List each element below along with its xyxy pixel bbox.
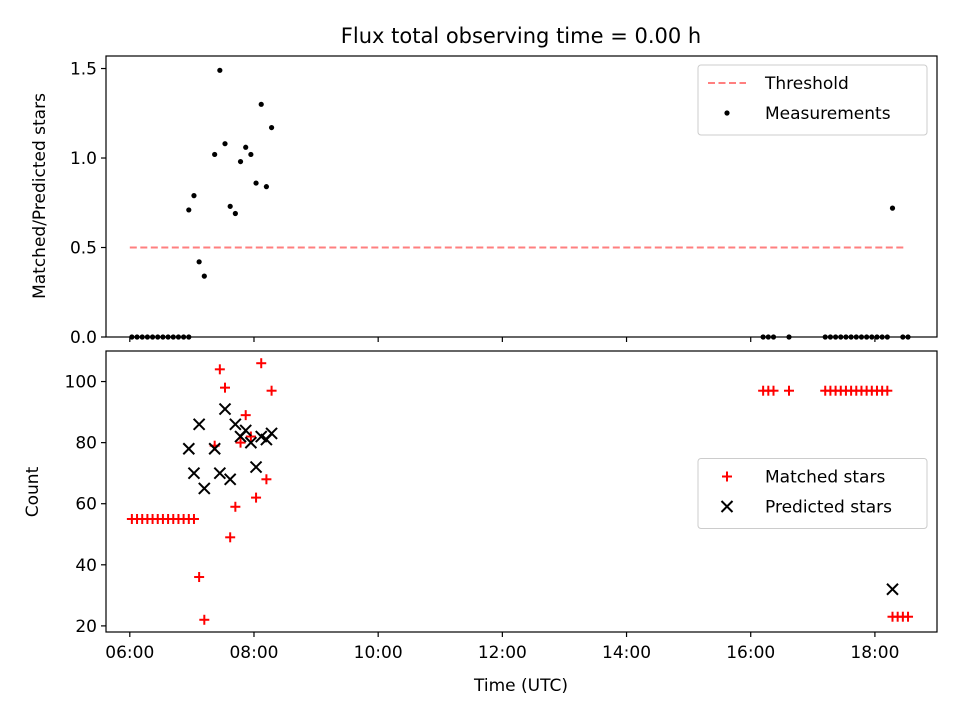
predicted-stars-point	[218, 402, 232, 416]
matched-stars-point	[903, 611, 914, 622]
predicted-stars-point	[244, 436, 258, 449]
y-tick-label: 40	[75, 556, 97, 576]
x-tick-label: 06:00	[105, 643, 154, 663]
y-tick-label: 20	[75, 617, 97, 637]
predicted-stars-point	[229, 418, 242, 431]
matched-stars-point	[784, 385, 795, 396]
legend-label-matched-stars: Matched stars	[765, 468, 885, 488]
x-tick-label: 10:00	[354, 643, 403, 663]
matched-stars-point	[230, 501, 241, 512]
bottom-panel: 20 40 60 80 100 06:00 08:00 10:00 12:00 14:00 16:…	[23, 350, 938, 696]
legend-swatch-predicted-stars	[720, 500, 734, 513]
bottom-plot-marks	[126, 358, 914, 625]
legend-swatch-matched-stars	[722, 471, 732, 482]
bottom-panel-frame	[105, 350, 938, 633]
measurements-point	[186, 207, 192, 213]
measurements-point	[191, 193, 197, 199]
matched-stars-point	[882, 385, 893, 396]
bottom-legend: Matched stars Predicted stars	[697, 458, 928, 529]
y-tick-label: 1.0	[70, 149, 97, 169]
matched-stars-point	[188, 513, 199, 524]
legend-swatch-measurements	[724, 110, 730, 116]
legend-label-threshold: Threshold	[764, 74, 849, 94]
y-tick-label: 0.5	[70, 239, 97, 259]
predicted-stars-point	[265, 427, 278, 440]
x-axis-label: Time (UTC)	[473, 676, 568, 696]
measurements-point	[232, 210, 238, 217]
predicted-stars-point	[208, 442, 221, 455]
top-panel-frame	[105, 55, 938, 338]
predicted-stars-point	[187, 466, 201, 480]
predicted-stars-point	[886, 583, 899, 596]
legend-box	[697, 458, 928, 529]
x-tick-label: 14:00	[602, 643, 651, 663]
x-tick-label: 08:00	[229, 643, 278, 663]
top-x-ticks	[129, 337, 876, 342]
measurements-point	[237, 158, 244, 165]
matched-stars-point	[235, 437, 246, 448]
measurements-point	[268, 124, 275, 131]
predicted-stars-point	[239, 424, 252, 437]
bottom-y-ticks: 20 40 60 80 100	[65, 373, 106, 637]
x-tick-label: 18:00	[850, 643, 899, 663]
matched-stars-point	[199, 614, 210, 625]
matched-stars-point	[220, 382, 231, 393]
y-tick-label: 80	[75, 434, 97, 454]
bottom-x-ticks: 06:00 08:00 10:00 12:00 14:00 16:00 18:00	[105, 632, 899, 663]
measurements-point	[243, 144, 249, 150]
predicted-stars-point	[198, 482, 211, 495]
measurements-point	[248, 151, 254, 158]
y-tick-label: 0.0	[70, 328, 97, 348]
legend-label-measurements: Measurements	[765, 104, 891, 124]
matched-stars-point	[194, 572, 205, 583]
measurements-point	[263, 184, 270, 190]
matched-stars-point	[214, 364, 225, 375]
top-y-axis-label: Matched/Predicted stars	[30, 93, 50, 299]
predicted-stars-point	[192, 418, 206, 431]
measurements-point	[201, 273, 207, 279]
top-y-ticks: 0.0 0.5 1.0 1.5	[70, 60, 106, 348]
matched-stars-point	[256, 358, 267, 369]
measurements-point	[889, 205, 896, 211]
y-tick-label: 1.5	[70, 60, 97, 80]
predicted-stars-point	[213, 466, 227, 480]
measurements-point	[196, 259, 202, 265]
bottom-y-axis-label: Count	[23, 466, 43, 517]
matched-stars-point	[225, 532, 236, 543]
matched-stars-point	[245, 431, 256, 442]
chart-title: Flux total observing time = 0.00 h	[341, 24, 701, 48]
measurements-point	[212, 151, 218, 158]
x-tick-label: 16:00	[726, 643, 775, 663]
legend-box	[697, 64, 928, 136]
matched-stars-point	[251, 492, 262, 503]
predicted-stars-point	[182, 442, 195, 455]
top-panel: 0.0 0.5 1.0 1.5 Matched/Predicted stars Thr…	[30, 55, 938, 348]
legend-label-predicted-stars: Predicted stars	[765, 498, 892, 518]
top-legend: Threshold Measurements	[697, 64, 928, 136]
y-tick-label: 60	[75, 495, 97, 515]
measurements-point	[253, 180, 259, 186]
measurements-point	[258, 101, 264, 107]
x-tick-label: 12:00	[478, 643, 527, 663]
measurements-point	[222, 141, 228, 147]
predicted-stars-point	[249, 460, 263, 474]
matched-stars-point	[768, 385, 779, 396]
matched-stars-point	[240, 410, 251, 421]
matched-stars-point	[266, 385, 277, 396]
measurements-point	[227, 203, 233, 209]
measurements-point	[217, 67, 223, 73]
matched-stars-point	[261, 474, 272, 485]
y-tick-label: 100	[65, 373, 97, 393]
predicted-stars-point	[223, 473, 237, 486]
